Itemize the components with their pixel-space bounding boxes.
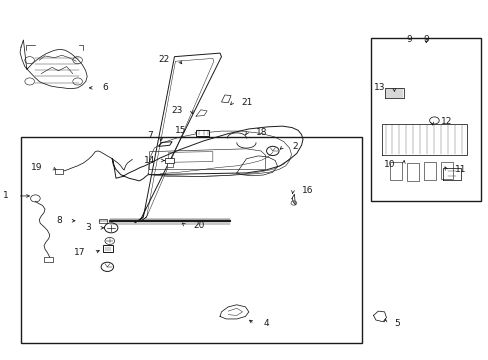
Text: 23: 23 [171, 107, 183, 116]
Text: 21: 21 [241, 98, 252, 107]
Text: 3: 3 [84, 223, 90, 232]
Bar [21, 138, 361, 343]
Text: 19: 19 [31, 163, 42, 172]
Text: 22: 22 [158, 55, 169, 64]
Text: 8: 8 [56, 216, 61, 225]
Text: 14: 14 [143, 156, 155, 165]
Text: 10: 10 [383, 159, 394, 168]
Text: 6: 6 [102, 84, 108, 93]
Bar [440, 162, 452, 179]
Text: 11: 11 [454, 165, 466, 174]
Bar [166, 163, 172, 167]
Text: 5: 5 [393, 319, 399, 328]
Text: 7: 7 [147, 131, 153, 140]
Bar [44, 257, 53, 261]
Bar [164, 158, 174, 163]
Bar [102, 245, 113, 252]
Bar [99, 219, 107, 223]
Bar [55, 169, 63, 174]
Text: 4: 4 [263, 319, 268, 328]
Text: 17: 17 [74, 248, 85, 257]
Text: 9: 9 [406, 36, 411, 45]
Text: 20: 20 [193, 221, 204, 230]
Bar [389, 162, 402, 180]
Text: 18: 18 [256, 128, 267, 137]
Bar [423, 162, 435, 180]
Bar [370, 38, 481, 201]
Text: 1: 1 [3, 192, 9, 201]
Text: 13: 13 [373, 84, 385, 93]
Text: 15: 15 [175, 126, 186, 135]
Text: 2: 2 [291, 142, 297, 151]
Bar [406, 163, 418, 181]
Bar [196, 130, 209, 136]
Text: 12: 12 [440, 117, 451, 126]
Text: 16: 16 [301, 186, 312, 195]
Text: 9: 9 [423, 36, 428, 45]
